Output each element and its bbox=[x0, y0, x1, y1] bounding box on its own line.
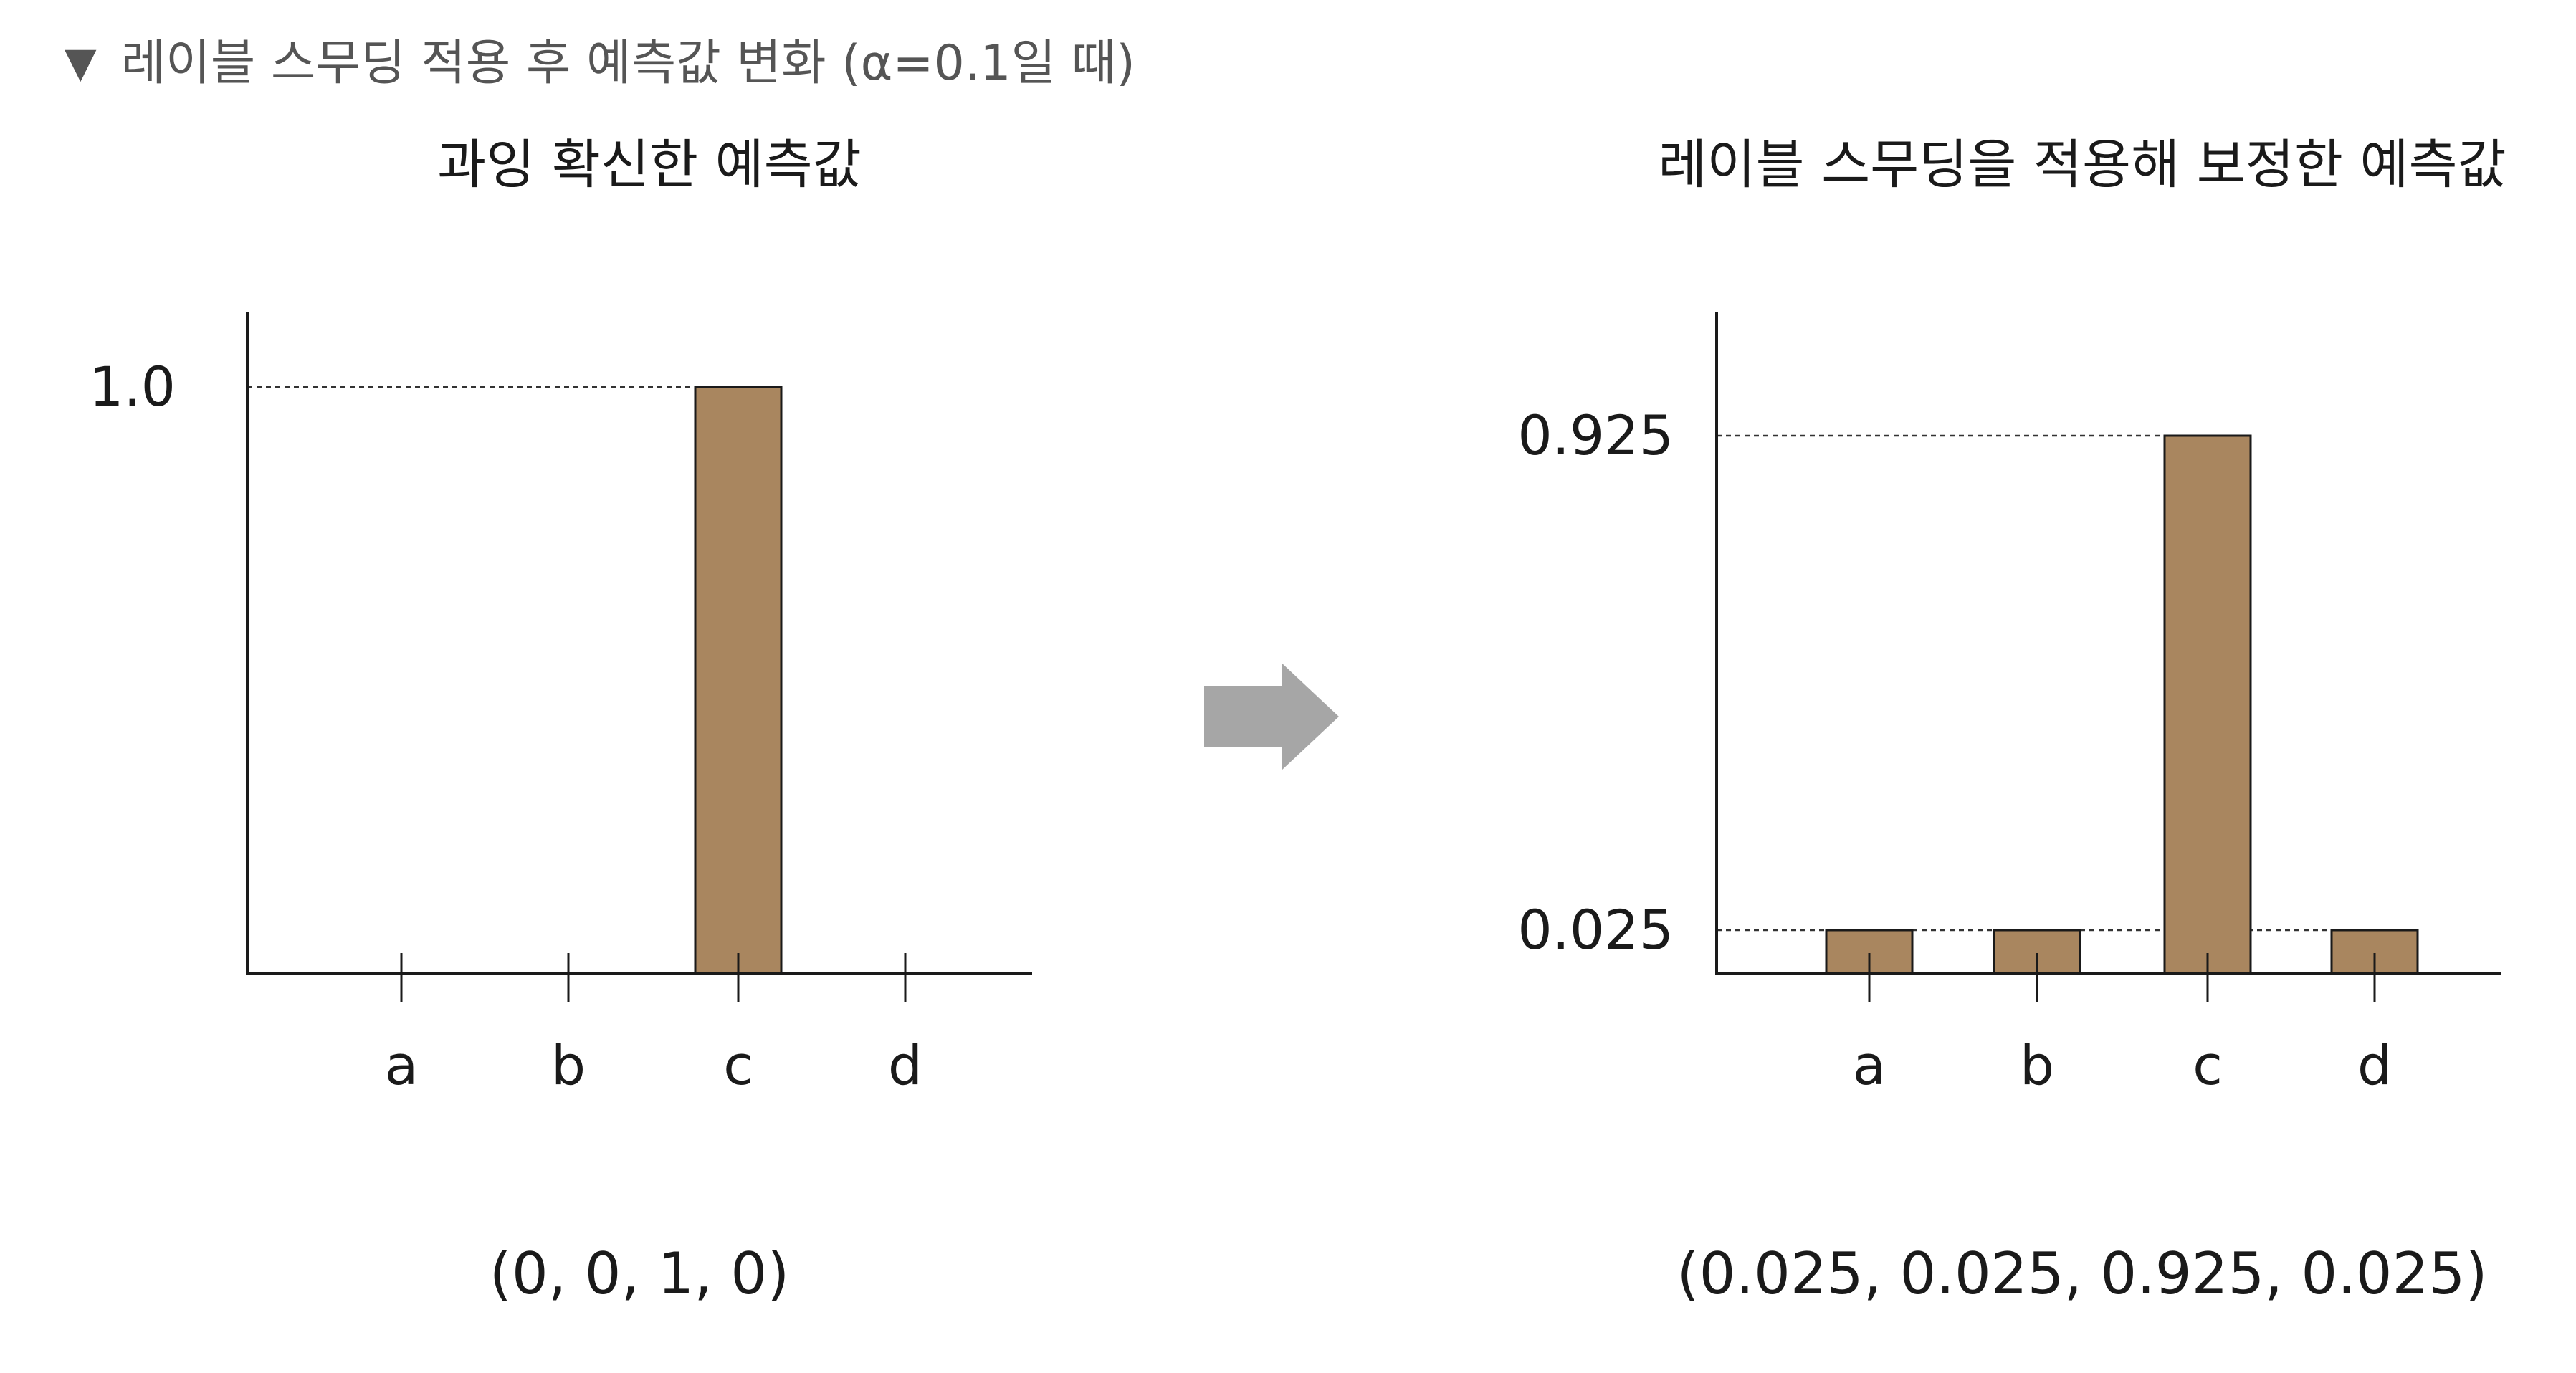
left-bar-c bbox=[694, 386, 783, 975]
right-x-tick-label-a: a bbox=[1853, 1033, 1886, 1097]
caption-text: 레이블 스무딩 적용 후 예측값 변화 (α=0.1일 때) bbox=[120, 35, 1135, 92]
left-x-tick-label-b: b bbox=[551, 1033, 586, 1097]
right-bar-c bbox=[2163, 434, 2252, 975]
right-x-tick-label-b: b bbox=[2020, 1033, 2054, 1097]
right-arrow-icon bbox=[1204, 663, 1339, 770]
right-x-tick-label-d: d bbox=[2357, 1033, 2392, 1097]
right-y-tick-label-1: 0.025 bbox=[1517, 898, 1674, 962]
triangle-down-icon: ▼ bbox=[65, 38, 97, 87]
left-x-tick-label-a: a bbox=[385, 1033, 419, 1097]
right-x-tick-label-c: c bbox=[2193, 1033, 2223, 1097]
left-bar-chart: a b c d 1.0 bbox=[89, 312, 1032, 1097]
left-x-tick-label-d: d bbox=[888, 1033, 922, 1097]
left-chart-title: 과잉 확신한 예측값 bbox=[437, 134, 862, 196]
left-vector-label: (0, 0, 1, 0) bbox=[489, 1240, 790, 1307]
right-y-tick-label-0: 0.925 bbox=[1517, 403, 1674, 467]
figure-caption: ▼ 레이블 스무딩 적용 후 예측값 변화 (α=0.1일 때) bbox=[65, 34, 1135, 93]
right-bar-chart: a b c d 0.925 0.025 bbox=[1517, 312, 2501, 1097]
right-chart-title: 레이블 스무딩을 적용해 보정한 예측값 bbox=[1658, 134, 2506, 196]
left-y-tick-label-0: 1.0 bbox=[89, 355, 176, 418]
right-vector-label: (0.025, 0.025, 0.925, 0.025) bbox=[1676, 1240, 2488, 1307]
left-x-tick-label-c: c bbox=[723, 1033, 753, 1097]
